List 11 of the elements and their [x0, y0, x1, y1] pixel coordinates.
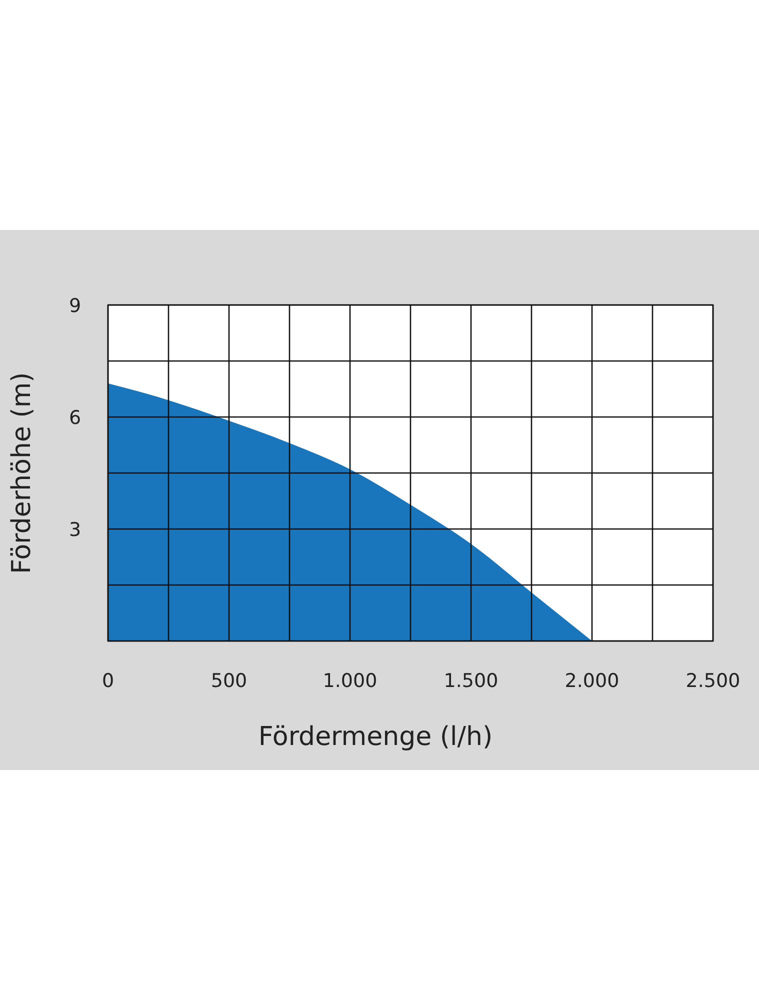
x-tick-label: 2.000	[564, 670, 620, 692]
y-axis-title: Förderhöhe (m)	[7, 372, 37, 574]
x-tick-label: 2.500	[686, 670, 740, 692]
x-tick-label: 1.000	[322, 670, 378, 692]
x-tick-label: 500	[210, 670, 248, 692]
x-tick-label: 1.500	[444, 670, 498, 692]
y-tick-label: 9	[68, 295, 82, 317]
x-axis-title: Fördermenge (l/h)	[258, 722, 493, 752]
y-tick-label: 6	[68, 407, 82, 429]
y-tick-label: 3	[68, 519, 82, 541]
x-tick-label: 0	[102, 670, 114, 692]
